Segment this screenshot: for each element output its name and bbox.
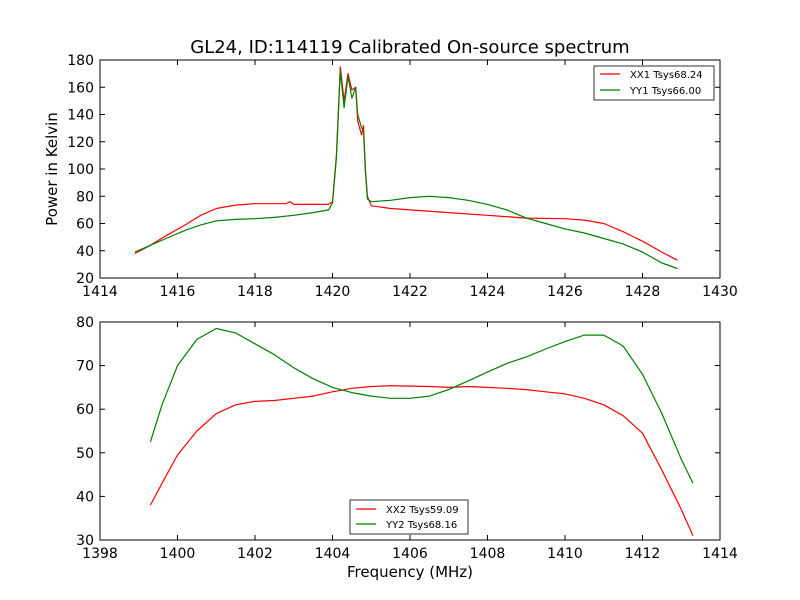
bottom-y-axis-ticks: 30 40 50 60 70 80 <box>76 315 720 549</box>
top-y-tick-label: 100 <box>67 162 94 178</box>
top-x-tick-label: 1416 <box>160 284 196 300</box>
bottom-x-axis-ticks: 1398 1400 1402 1404 1406 1408 1410 1412 1414 <box>82 322 738 562</box>
bottom-y-tick-label: 50 <box>76 446 94 462</box>
legend-label-xx2: XX2 Tsys59.09 <box>386 505 459 516</box>
bottom-x-tick-label: 1414 <box>702 546 738 562</box>
bottom-y-tick-label: 70 <box>76 359 94 375</box>
bottom-x-tick-label: 1410 <box>547 546 583 562</box>
top-legend-box <box>593 65 715 101</box>
bottom-x-tick-label: 1408 <box>470 546 506 562</box>
top-y-tick-label: 120 <box>67 135 94 151</box>
bottom-x-tick-label: 1404 <box>315 546 351 562</box>
legend-label-xx1: XX1 Tsys68.24 <box>630 70 703 81</box>
top-series-lines <box>134 66 678 270</box>
bottom-y-tick-label: 80 <box>76 315 94 331</box>
top-y-axis-label: Power in Kelvin <box>43 112 61 226</box>
top-y-tick-label: 160 <box>67 80 94 96</box>
top-spectrum-panel: 1414 1416 1418 1420 1422 1424 1426 1428 1430 20 4… <box>43 53 738 300</box>
bottom-legend-box <box>349 499 469 535</box>
top-series-line-yy <box>134 70 678 270</box>
bottom-legend: XX2 Tsys59.09 YY2 Tsys68.16 <box>349 499 469 535</box>
bottom-x-tick-label: 1406 <box>392 546 428 562</box>
bottom-y-tick-label: 60 <box>76 402 94 418</box>
top-x-tick-label: 1420 <box>315 284 351 300</box>
top-x-tick-label: 1418 <box>237 284 273 300</box>
bottom-x-tick-label: 1400 <box>160 546 196 562</box>
bottom-series-lines <box>149 327 694 536</box>
top-x-tick-label: 1426 <box>547 284 583 300</box>
bottom-y-tick-label: 30 <box>76 533 94 549</box>
bottom-x-tick-label: 1402 <box>237 546 273 562</box>
top-x-tick-label: 1414 <box>82 284 118 300</box>
top-x-tick-label: 1422 <box>392 284 428 300</box>
top-y-tick-label: 20 <box>76 271 94 287</box>
chart-title: GL24, ID:114119 Calibrated On-source spe… <box>190 37 629 58</box>
top-y-tick-label: 180 <box>67 53 94 69</box>
top-y-tick-label: 80 <box>76 189 94 205</box>
top-x-axis-ticks: 1414 1416 1418 1420 1422 1424 1426 1428 1430 <box>82 60 738 300</box>
top-y-tick-label: 140 <box>67 108 94 124</box>
bottom-spectrum-panel: 1398 1400 1402 1404 1406 1408 1410 1412 1414 30 4… <box>76 315 738 581</box>
legend-label-yy2: YY2 Tsys68.16 <box>385 520 457 531</box>
bottom-series-line-xx <box>149 385 694 536</box>
top-x-tick-label: 1430 <box>702 284 738 300</box>
bottom-series-line-yy <box>149 327 694 484</box>
top-y-tick-label: 60 <box>76 217 94 233</box>
top-x-tick-label: 1428 <box>625 284 661 300</box>
top-x-tick-label: 1424 <box>470 284 506 300</box>
x-axis-label: Frequency (MHz) <box>347 563 473 581</box>
top-y-axis-ticks: 20 40 60 80 100 120 140 160 180 <box>67 53 720 287</box>
bottom-y-tick-label: 40 <box>76 489 94 505</box>
top-series-line-xx <box>134 66 678 261</box>
legend-label-yy1: YY1 Tsys66.00 <box>629 86 701 97</box>
top-legend: XX1 Tsys68.24 YY1 Tsys66.00 <box>593 65 715 101</box>
bottom-x-tick-label: 1412 <box>625 546 661 562</box>
top-y-tick-label: 40 <box>76 244 94 260</box>
bottom-x-tick-label: 1398 <box>82 546 118 562</box>
